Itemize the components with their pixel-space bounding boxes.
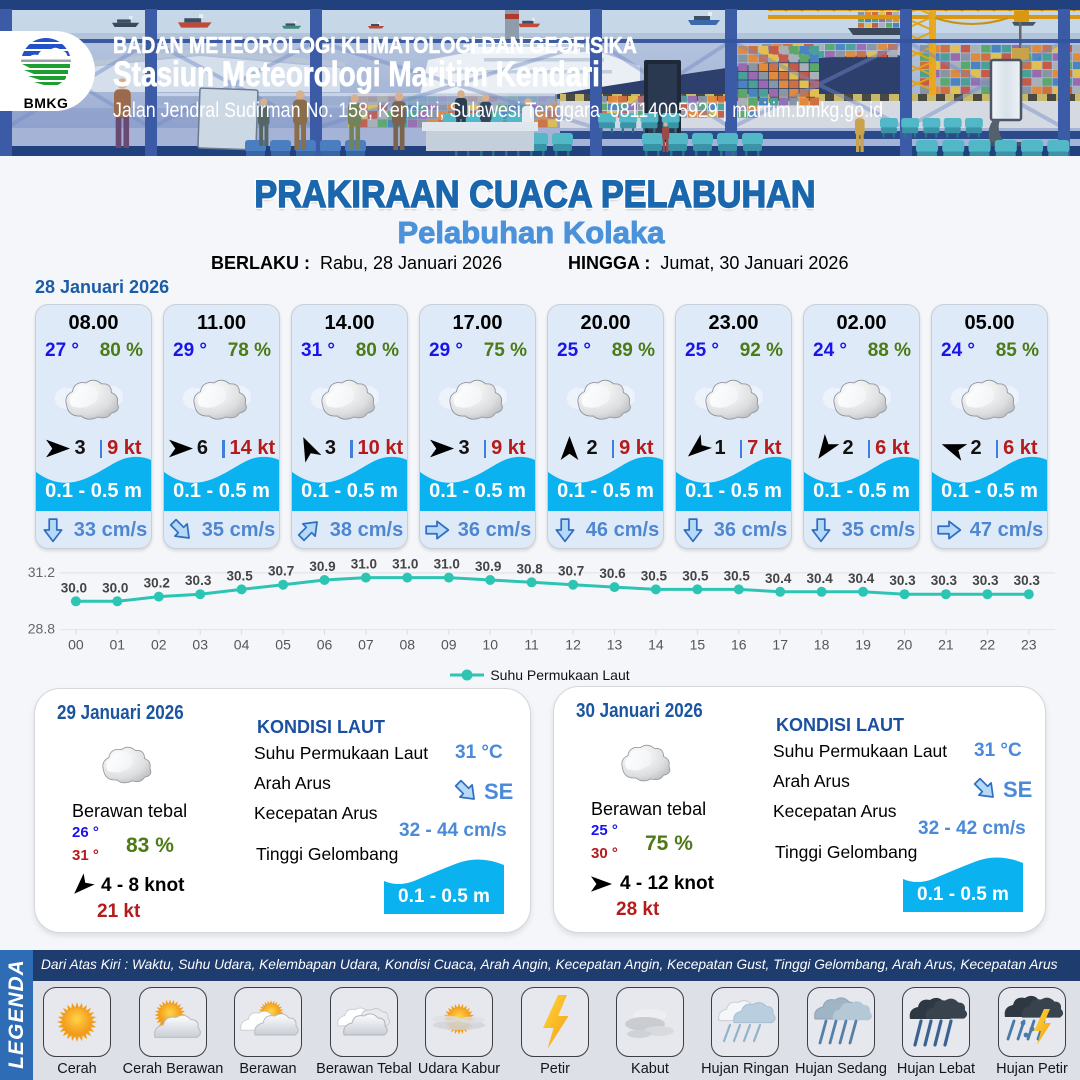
svg-text:22: 22 bbox=[980, 637, 996, 653]
svg-text:13: 13 bbox=[607, 637, 623, 653]
svg-text:31.0: 31.0 bbox=[434, 558, 460, 572]
svg-text:06: 06 bbox=[317, 637, 333, 653]
svg-text:02: 02 bbox=[151, 637, 167, 653]
svg-text:30.3: 30.3 bbox=[185, 573, 212, 588]
svg-text:21: 21 bbox=[938, 637, 954, 653]
svg-text:30.0: 30.0 bbox=[102, 580, 128, 595]
svg-text:30.9: 30.9 bbox=[309, 559, 335, 574]
svg-text:31.0: 31.0 bbox=[351, 558, 377, 572]
svg-text:14: 14 bbox=[648, 637, 664, 653]
svg-text:05: 05 bbox=[275, 637, 291, 653]
svg-text:30.5: 30.5 bbox=[226, 568, 253, 583]
svg-text:30.4: 30.4 bbox=[765, 571, 792, 586]
svg-text:17: 17 bbox=[772, 637, 788, 653]
svg-text:11: 11 bbox=[524, 637, 539, 653]
svg-text:30.0: 30.0 bbox=[61, 580, 87, 595]
svg-text:30.4: 30.4 bbox=[848, 571, 875, 586]
svg-text:30.3: 30.3 bbox=[972, 573, 999, 588]
svg-text:03: 03 bbox=[192, 637, 208, 653]
svg-text:30.4: 30.4 bbox=[806, 571, 833, 586]
svg-text:18: 18 bbox=[814, 637, 830, 653]
svg-text:30.3: 30.3 bbox=[1014, 573, 1041, 588]
svg-text:30.2: 30.2 bbox=[144, 576, 170, 591]
svg-text:30.7: 30.7 bbox=[268, 564, 294, 579]
svg-text:28.8: 28.8 bbox=[28, 621, 55, 637]
svg-text:12: 12 bbox=[565, 637, 581, 653]
svg-text:30.3: 30.3 bbox=[889, 573, 916, 588]
svg-text:07: 07 bbox=[358, 637, 374, 653]
svg-text:30.5: 30.5 bbox=[641, 568, 668, 583]
svg-text:10: 10 bbox=[482, 637, 498, 653]
svg-text:09: 09 bbox=[441, 637, 457, 653]
svg-text:30.5: 30.5 bbox=[682, 568, 709, 583]
svg-text:31.0: 31.0 bbox=[392, 558, 418, 572]
svg-text:30.7: 30.7 bbox=[558, 564, 584, 579]
svg-text:04: 04 bbox=[234, 637, 250, 653]
svg-text:31.2: 31.2 bbox=[28, 564, 55, 580]
svg-text:19: 19 bbox=[855, 637, 871, 653]
svg-text:00: 00 bbox=[68, 637, 84, 653]
svg-text:30.6: 30.6 bbox=[599, 566, 626, 581]
svg-text:23: 23 bbox=[1021, 637, 1037, 653]
svg-text:30.3: 30.3 bbox=[931, 573, 958, 588]
svg-text:16: 16 bbox=[731, 637, 747, 653]
svg-text:08: 08 bbox=[400, 637, 416, 653]
svg-text:30.8: 30.8 bbox=[516, 561, 543, 576]
svg-text:15: 15 bbox=[690, 637, 706, 653]
svg-text:01: 01 bbox=[110, 637, 126, 653]
svg-text:30.9: 30.9 bbox=[475, 559, 501, 574]
svg-text:20: 20 bbox=[897, 637, 913, 653]
svg-text:30.5: 30.5 bbox=[724, 568, 751, 583]
